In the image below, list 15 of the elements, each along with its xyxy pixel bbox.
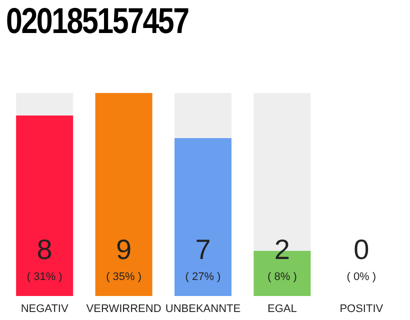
annotation: ( 0% ) — [346, 270, 378, 284]
x-tick-label: UNBEKANNTE — [165, 302, 241, 315]
annotation: ( 8% ) — [266, 270, 298, 284]
chart-title: 020185157457 — [6, 0, 188, 42]
data-label: 8 — [36, 234, 54, 266]
x-tick-label: VERWIRREND — [86, 302, 162, 315]
x-tick-label: EGAL — [268, 302, 297, 315]
x-tick-label: NEGATIV — [20, 302, 69, 315]
data-label: 0 — [352, 234, 370, 266]
annotation: ( 31% ) — [26, 270, 64, 284]
data-label: 7 — [194, 234, 212, 266]
data-label: 9 — [115, 234, 133, 266]
annotation: ( 35% ) — [105, 270, 143, 284]
annotation: ( 27% ) — [184, 270, 222, 284]
x-tick-label: POSITIV — [340, 302, 384, 315]
